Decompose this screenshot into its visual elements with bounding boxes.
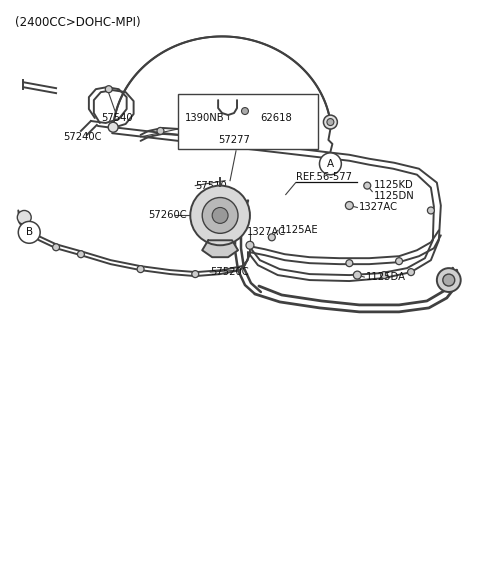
Text: 57540: 57540 — [101, 113, 132, 123]
Text: 57510: 57510 — [195, 180, 227, 191]
Circle shape — [268, 234, 276, 241]
Circle shape — [247, 99, 257, 109]
Bar — [179, 94, 318, 149]
Text: 1327AC: 1327AC — [247, 227, 286, 237]
Circle shape — [353, 271, 361, 279]
Text: A: A — [327, 159, 334, 169]
Circle shape — [241, 107, 249, 114]
Circle shape — [427, 207, 434, 214]
Circle shape — [202, 198, 238, 233]
Circle shape — [396, 258, 403, 264]
Text: 1125KD: 1125KD — [374, 180, 414, 190]
Circle shape — [212, 208, 228, 223]
Circle shape — [320, 153, 341, 175]
Text: 62618: 62618 — [260, 113, 292, 123]
Polygon shape — [202, 240, 238, 257]
Circle shape — [190, 186, 250, 245]
Text: 1125AE: 1125AE — [280, 226, 318, 235]
Text: 57260C: 57260C — [148, 211, 187, 220]
Text: 1125DA: 1125DA — [366, 272, 406, 282]
Text: B: B — [25, 227, 33, 237]
Circle shape — [17, 211, 31, 224]
Text: 57240C: 57240C — [63, 132, 102, 142]
Circle shape — [408, 269, 415, 276]
Text: REF.56-577: REF.56-577 — [296, 172, 352, 182]
Circle shape — [157, 128, 164, 135]
Circle shape — [346, 201, 353, 209]
Circle shape — [364, 182, 371, 189]
Circle shape — [246, 241, 254, 249]
Text: (2400CC>DOHC-MPI): (2400CC>DOHC-MPI) — [15, 16, 141, 28]
Circle shape — [192, 271, 199, 278]
Circle shape — [202, 95, 212, 105]
Circle shape — [137, 266, 144, 273]
Circle shape — [324, 115, 337, 129]
Circle shape — [108, 122, 118, 132]
Text: 1125DN: 1125DN — [374, 191, 415, 201]
Circle shape — [77, 251, 84, 258]
Text: 57520C: 57520C — [210, 267, 249, 277]
Text: 1327AC: 1327AC — [360, 202, 398, 212]
Circle shape — [18, 222, 40, 243]
Text: 57277: 57277 — [218, 135, 250, 145]
Circle shape — [105, 86, 112, 93]
Circle shape — [53, 244, 60, 251]
Circle shape — [381, 271, 388, 278]
Circle shape — [437, 268, 461, 292]
Circle shape — [327, 118, 334, 125]
Circle shape — [346, 260, 353, 267]
Circle shape — [443, 274, 455, 286]
Text: 1390NB: 1390NB — [185, 113, 225, 123]
